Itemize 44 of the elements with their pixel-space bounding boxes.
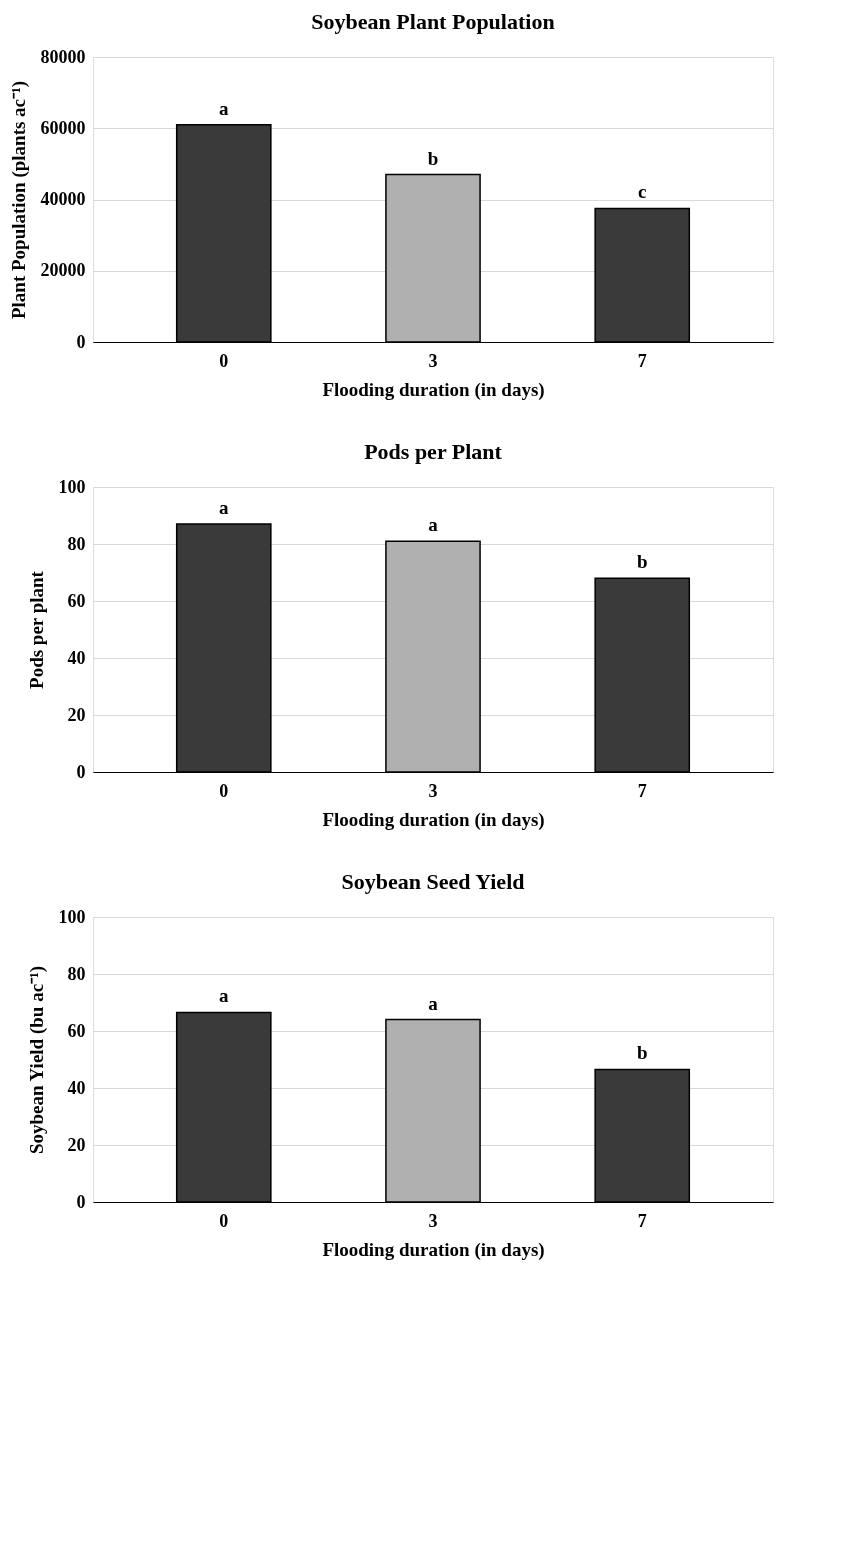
y-tick-label: 80 bbox=[67, 963, 86, 984]
y-tick-label: 40 bbox=[67, 1077, 86, 1098]
x-axis-title: Flooding duration (in days) bbox=[322, 1238, 545, 1261]
x-tick-label: 7 bbox=[637, 780, 647, 801]
annotation: a bbox=[219, 497, 230, 519]
x-tick-label: 7 bbox=[637, 1210, 647, 1231]
x-tick-label: 0 bbox=[219, 350, 229, 371]
y-tick-label: 0 bbox=[76, 761, 86, 782]
y-tick-label: 60 bbox=[67, 590, 86, 611]
y-tick-label: 20 bbox=[67, 1134, 86, 1155]
annotation: a bbox=[219, 985, 230, 1007]
x-axis-title: Flooding duration (in days) bbox=[322, 808, 545, 831]
x-tick-label: 3 bbox=[428, 1210, 438, 1231]
annotation: a bbox=[428, 992, 439, 1014]
annotation: b bbox=[427, 147, 439, 169]
x-tick-label: 7 bbox=[637, 350, 647, 371]
x-tick-label: 3 bbox=[428, 350, 438, 371]
y-tick-label: 100 bbox=[58, 476, 86, 497]
x-tick-label: 0 bbox=[219, 1210, 229, 1231]
y-axis-title: Pods per plant bbox=[25, 570, 47, 689]
y-tick-label: 60 bbox=[67, 1020, 86, 1041]
annotation: c bbox=[638, 181, 647, 203]
chart-title: Pods per Plant bbox=[364, 439, 503, 464]
chart-title: Soybean Plant Population bbox=[311, 9, 555, 34]
y-tick-label: 40 bbox=[67, 647, 86, 668]
y-tick-label: 100 bbox=[58, 906, 86, 927]
x-tick-label: 3 bbox=[428, 780, 438, 801]
x-tick-label: 0 bbox=[219, 780, 229, 801]
chart-title: Soybean Seed Yield bbox=[341, 869, 525, 894]
y-tick-label: 80000 bbox=[40, 46, 86, 67]
y-tick-label: 60000 bbox=[40, 117, 86, 138]
annotation: a bbox=[428, 514, 439, 536]
annotation: b bbox=[636, 551, 648, 573]
y-axis-title: Soybean Yield (bu ac⁻¹) bbox=[25, 965, 48, 1155]
y-tick-label: 20 bbox=[67, 704, 86, 725]
annotation: b bbox=[636, 1042, 648, 1064]
x-axis-title: Flooding duration (in days) bbox=[322, 378, 545, 401]
annotation: a bbox=[219, 97, 230, 119]
y-tick-label: 20000 bbox=[40, 260, 86, 281]
y-tick-label: 0 bbox=[76, 1191, 86, 1212]
y-tick-label: 0 bbox=[76, 331, 86, 352]
y-tick-label: 40000 bbox=[40, 189, 86, 209]
y-axis-title: Plant Population (plants ac⁻¹) bbox=[7, 80, 30, 320]
y-tick-label: 80 bbox=[67, 533, 86, 554]
